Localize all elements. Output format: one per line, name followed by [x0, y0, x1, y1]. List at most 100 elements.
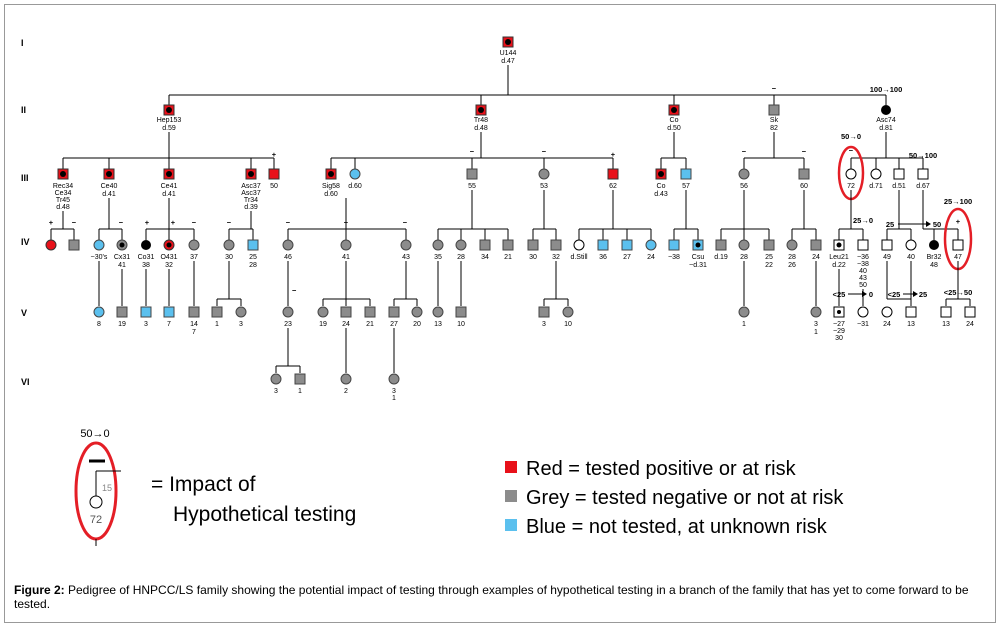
svg-text:−: − — [292, 286, 297, 295]
svg-text:−: − — [802, 147, 807, 156]
svg-text:~d.31: ~d.31 — [689, 262, 707, 269]
svg-text:~30's: ~30's — [91, 254, 108, 261]
svg-text:~38: ~38 — [857, 261, 869, 268]
svg-text:28: 28 — [740, 254, 748, 261]
svg-text:−: − — [286, 218, 291, 227]
svg-text:Hep153: Hep153 — [157, 117, 182, 124]
svg-text:Rec34: Rec34 — [53, 183, 73, 190]
svg-text:28: 28 — [788, 254, 796, 261]
svg-text:−: − — [772, 84, 777, 93]
svg-text:2: 2 — [344, 388, 348, 395]
svg-text:36: 36 — [599, 254, 607, 261]
svg-text:50→100: 50→100 — [909, 151, 937, 160]
svg-text:28: 28 — [249, 262, 257, 269]
svg-text:56: 56 — [740, 183, 748, 190]
svg-text:24: 24 — [883, 321, 891, 328]
svg-text:19: 19 — [319, 321, 327, 328]
svg-text:100→100: 100→100 — [870, 85, 903, 94]
svg-text:+: + — [145, 218, 150, 227]
svg-text:3: 3 — [814, 321, 818, 328]
gen5-gen6-connectors — [275, 328, 395, 373]
svg-text:7: 7 — [192, 329, 196, 336]
svg-text:Blue = not tested, at unknown: Blue = not tested, at unknown risk — [526, 516, 828, 538]
svg-text:26: 26 — [788, 262, 796, 269]
svg-text:+: + — [49, 218, 54, 227]
svg-text:d.41: d.41 — [102, 191, 116, 198]
gen-label-6: VI — [21, 377, 30, 387]
svg-text:−: − — [742, 147, 747, 156]
svg-text:−: − — [72, 218, 77, 227]
svg-text:1: 1 — [814, 329, 818, 336]
svg-text:Tr34: Tr34 — [244, 197, 258, 204]
svg-text:55: 55 — [468, 183, 476, 190]
svg-text:d.60: d.60 — [324, 191, 338, 198]
svg-text:7: 7 — [167, 321, 171, 328]
svg-text:27: 27 — [623, 254, 631, 261]
svg-text:−: − — [227, 218, 232, 227]
svg-text:O431: O431 — [160, 254, 177, 261]
svg-text:d.60: d.60 — [348, 183, 362, 190]
svg-text:−: − — [403, 218, 408, 227]
gen5-row: 8 19 3 7 14 7 1 3 23 19 24 21 27 20 13 1… — [93, 306, 976, 342]
svg-text:Ce40: Ce40 — [101, 183, 118, 190]
svg-text:−: − — [192, 218, 197, 227]
svg-text:19: 19 — [118, 321, 126, 328]
svg-text:22: 22 — [765, 262, 773, 269]
svg-text:53: 53 — [540, 183, 548, 190]
svg-text:40: 40 — [859, 268, 867, 275]
svg-text:Ce41: Ce41 — [161, 183, 178, 190]
gen-label-4: IV — [21, 237, 30, 247]
svg-text:d.19: d.19 — [714, 254, 728, 261]
svg-text:Hypothetical testing: Hypothetical testing — [173, 503, 356, 526]
legend-color-key: Red = tested positive or at risk Grey = … — [505, 458, 844, 538]
svg-text:~31: ~31 — [857, 321, 869, 328]
svg-text:50→0: 50→0 — [80, 428, 109, 440]
svg-text:~38: ~38 — [668, 254, 680, 261]
svg-text:25→100: 25→100 — [944, 197, 972, 206]
svg-text:82: 82 — [770, 125, 778, 132]
svg-text:8: 8 — [97, 321, 101, 328]
svg-text:41: 41 — [342, 254, 350, 261]
svg-text:−: − — [849, 146, 854, 155]
svg-text:25: 25 — [249, 254, 257, 261]
svg-text:Asc37: Asc37 — [241, 183, 261, 190]
svg-text:41: 41 — [118, 262, 126, 269]
svg-text:d.59: d.59 — [162, 125, 176, 132]
svg-text:35: 35 — [434, 254, 442, 261]
svg-text:−: − — [119, 218, 124, 227]
svg-text:+: + — [272, 150, 277, 159]
svg-text:+: + — [171, 218, 176, 227]
svg-text:Leu21: Leu21 — [829, 254, 849, 261]
svg-text:50→0: 50→0 — [841, 132, 861, 141]
svg-text:32: 32 — [165, 262, 173, 269]
gen6-row: 3 1 2 3 1 — [270, 373, 400, 402]
svg-text:Tr45: Tr45 — [56, 197, 70, 204]
svg-text:Co: Co — [670, 117, 679, 124]
svg-text:72: 72 — [90, 514, 102, 526]
svg-text:= Impact of: = Impact of — [151, 473, 256, 496]
gen4-gen5-connectors: − — [98, 261, 971, 306]
svg-text:24: 24 — [812, 254, 820, 261]
svg-text:20: 20 — [413, 321, 421, 328]
gen-label-5: V — [21, 308, 27, 318]
gen4-signs: + − − + + − − − − − — [49, 218, 408, 227]
gen4-row: ~30's Cx31 41 Co31 38 O431 32 37 30 25 2… — [45, 197, 973, 289]
svg-text:d.48: d.48 — [56, 204, 70, 211]
svg-text:50: 50 — [859, 282, 867, 289]
svg-text:~36: ~36 — [857, 254, 869, 261]
svg-text:21: 21 — [366, 321, 374, 328]
svg-text:60: 60 — [800, 183, 808, 190]
gen1-founder: U144 d.47 — [500, 36, 516, 65]
svg-text:14: 14 — [190, 321, 198, 328]
svg-text:32: 32 — [552, 254, 560, 261]
svg-text:3: 3 — [144, 321, 148, 328]
svg-text:d.43: d.43 — [654, 191, 668, 198]
svg-text:10: 10 — [457, 321, 465, 328]
svg-text:<25: <25 — [833, 290, 846, 299]
svg-text:10: 10 — [564, 321, 572, 328]
svg-text:d.51: d.51 — [892, 183, 906, 190]
figure-caption: Figure 2: Pedigree of HNPCC/LS family sh… — [14, 583, 989, 611]
svg-text:3: 3 — [392, 388, 396, 395]
svg-text:~29: ~29 — [833, 328, 845, 335]
svg-text:1: 1 — [392, 395, 396, 402]
